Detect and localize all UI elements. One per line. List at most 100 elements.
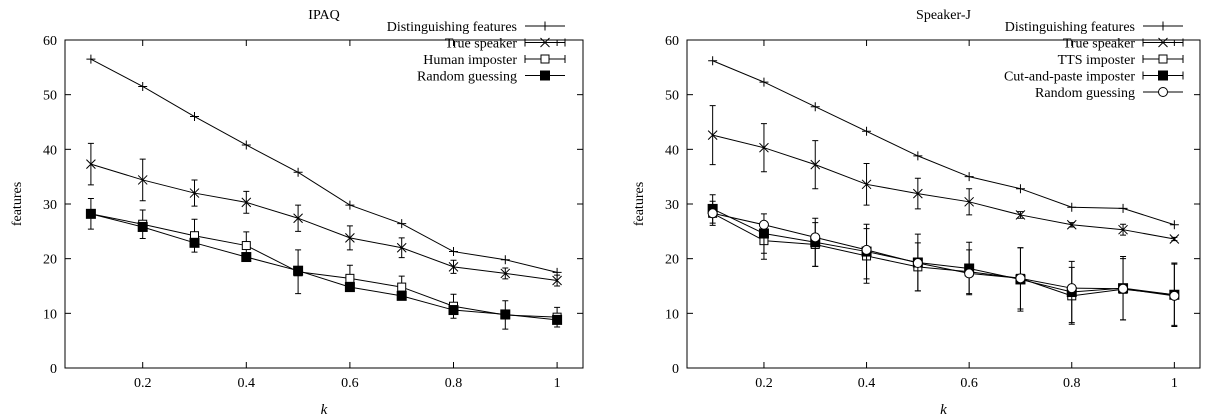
chart-0-series-3-point	[552, 314, 563, 325]
chart-1-legend-errorcap	[1142, 38, 1184, 47]
chart-0-series-0-point	[449, 247, 458, 257]
chart-0-series-1	[86, 142, 562, 287]
chart-0-series-0-point	[345, 200, 355, 210]
chart-0-series-0-line	[90, 58, 558, 273]
chart-1-series-4-line	[712, 212, 1175, 297]
chart-0-series-1-point	[137, 175, 148, 185]
chart-1-ytick-label: 50	[665, 89, 679, 104]
chart-0-series-0-point	[397, 219, 407, 229]
chart-1-title: Speaker-J	[916, 8, 971, 23]
chart-1-series-2	[708, 200, 1179, 326]
chart-1-series-0	[708, 56, 1179, 230]
chart-1-legend-marker	[1158, 87, 1168, 97]
chart-1-series-4-point	[861, 244, 872, 255]
chart-0-ytick-label: 30	[43, 198, 57, 213]
chart-1-series-0-point	[913, 151, 923, 161]
chart-0-series-0-point	[190, 112, 199, 122]
chart-0-legend-entry-2: Human imposter	[423, 53, 566, 68]
chart-1-legend-errorcap	[1142, 71, 1184, 80]
chart-0-series-2-point	[397, 282, 407, 292]
chart-0-series-0-point	[293, 167, 303, 177]
chart-1-series-4-point	[1015, 273, 1026, 284]
chart-1-ytick-label: 0	[672, 362, 679, 377]
chart-0-series-3-point	[85, 208, 96, 219]
chart-1-legend-label: Random guessing	[1035, 86, 1135, 101]
chart-1-series-3	[707, 194, 1180, 327]
chart-0-series-1-point	[241, 197, 252, 208]
chart-1-series-4-point	[810, 232, 821, 243]
chart-1-series-3-point	[758, 228, 769, 239]
chart-1-ytick-label: 20	[665, 253, 679, 268]
chart-1-xtick-label: 0.2	[755, 376, 773, 391]
chart-1-series-1-point	[810, 159, 821, 170]
chart-1-series-1-point	[1169, 234, 1180, 244]
chart-0-ylabel: features	[10, 182, 25, 226]
chart-0-series-3-point	[137, 221, 148, 232]
chart-0-legend-marker	[540, 21, 550, 31]
chart-1-series-0-point	[810, 102, 820, 112]
chart-1-series-0-point	[1015, 184, 1025, 194]
chart-1-series-4-point	[1066, 283, 1077, 294]
chart-0-xtick-label: 0.6	[341, 376, 359, 391]
chart-0-series-2	[86, 198, 562, 330]
chart-0-series-3-point	[396, 290, 407, 301]
chart-1-series-4-point	[964, 268, 975, 279]
chart-0-legend-marker	[540, 37, 550, 48]
chart-0-ytick-label: 60	[43, 34, 57, 49]
chart-0-ytick-label: 20	[43, 253, 57, 268]
chart-1-xtick-label: 0.8	[1063, 376, 1081, 391]
chart-0-legend-label: Random guessing	[417, 70, 517, 85]
chart-1-series-4-point	[912, 258, 923, 269]
chart-1-xtick-label: 1	[1171, 376, 1178, 391]
chart-0-series-3	[85, 208, 563, 325]
chart-1-legend-errorcap	[1142, 55, 1184, 63]
chart-0-ytick-label: 40	[43, 143, 57, 158]
chart-0-series-3-point	[448, 305, 459, 316]
chart-1-series-1-point	[964, 196, 975, 207]
chart-0-legend-marker	[540, 70, 550, 81]
chart-1-series-1-point	[1066, 219, 1077, 230]
chart-1-legend-marker	[1158, 21, 1168, 31]
chart-1-legend-label: Cut-and-paste imposter	[1004, 70, 1135, 85]
chart-1-legend-marker	[1158, 54, 1168, 64]
chart-1-ylabel: features	[632, 182, 647, 226]
chart-0-series-1-point	[293, 213, 303, 224]
chart-0-legend-label: Human imposter	[423, 53, 517, 68]
chart-0-series-3-point	[241, 252, 252, 263]
chart-1-legend-label: TTS imposter	[1058, 53, 1136, 68]
chart-1-series-1-line	[712, 134, 1175, 240]
chart-1-ytick-label: 60	[665, 34, 679, 49]
chart-1-legend-label: True speaker	[1063, 37, 1136, 52]
chart-1-legend-marker	[1158, 37, 1168, 48]
chart-1-series-1-point	[1015, 210, 1026, 220]
chart-0-xtick-label: 0.8	[445, 376, 463, 391]
chart-1-series-1	[707, 105, 1180, 244]
chart-0-series-1-point	[345, 233, 355, 243]
chart-1-series-1-point	[707, 130, 718, 140]
chart-1-ytick-label: 10	[665, 307, 679, 322]
chart-0-legend-entry-3: Random guessing	[417, 70, 565, 85]
chart-0-series-3-point	[500, 309, 511, 320]
chart-0-series-2-line	[90, 213, 558, 318]
chart-0-series-1-line	[90, 163, 558, 282]
chart-0-series-3-line	[90, 213, 558, 321]
chart-1-series-0-point	[708, 56, 718, 66]
chart-1-series-0-point	[1169, 220, 1179, 230]
chart-0-series-0	[86, 54, 562, 277]
chart-1-legend-entry-2: TTS imposter	[1058, 53, 1184, 68]
chart-1-series-0-line	[712, 60, 1175, 226]
chart-1-legend-entry-4: Random guessing	[1035, 86, 1183, 101]
chart-1-series-3-line	[712, 208, 1175, 296]
chart-0-series-3-point	[293, 265, 304, 276]
chart-1-series-1-point	[759, 142, 769, 153]
chart-1-legend-label: Distinguishing features	[1005, 20, 1135, 35]
chart-0-legend-entry-0: Distinguishing features	[387, 20, 565, 35]
chart-0-series-0-point	[500, 255, 510, 265]
chart-0-series-0-point	[86, 54, 96, 64]
chart-0-xtick-label: 0.4	[238, 376, 256, 391]
chart-0-series-2-point	[241, 241, 251, 251]
chart-0-series-2-point	[345, 273, 355, 283]
chart-1-legend-entry-0: Distinguishing features	[1005, 20, 1183, 35]
chart-0-legend-errorcap	[524, 38, 566, 47]
